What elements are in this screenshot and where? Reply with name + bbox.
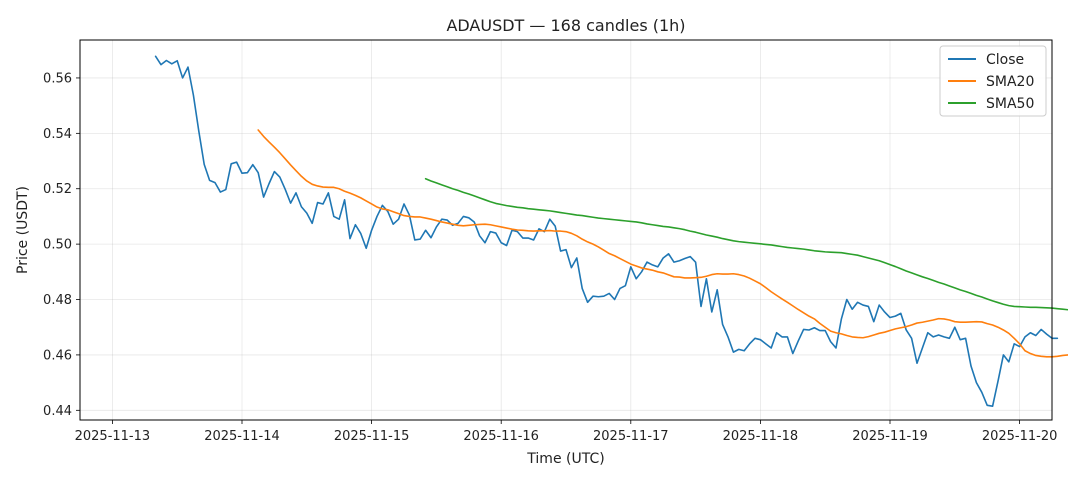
x-tick-label: 2025-11-16 <box>463 429 539 444</box>
legend-box <box>939 45 1047 117</box>
plot-area-frame <box>79 39 1053 421</box>
y-tick-label: 0.48 <box>43 293 72 308</box>
series-line-sma20 <box>257 129 1068 358</box>
y-tick-label: 0.44 <box>43 404 72 419</box>
x-tick-label: 2025-11-13 <box>75 429 151 444</box>
x-tick-label: 2025-11-14 <box>204 429 280 444</box>
y-axis-title: Price (USDT) <box>15 186 31 274</box>
legend-label-close: Close <box>986 52 1024 68</box>
series-line-close <box>154 55 1059 407</box>
y-tick-label: 0.50 <box>43 238 72 253</box>
legend: Close SMA20 SMA50 <box>939 45 1047 117</box>
x-tick-label: 2025-11-19 <box>852 429 928 444</box>
y-tick-label: 0.52 <box>43 182 72 197</box>
legend-label-sma50: SMA50 <box>986 96 1034 112</box>
x-tick-label: 2025-11-18 <box>723 429 799 444</box>
y-tick-label: 0.54 <box>43 127 72 142</box>
x-axis-title: Time (UTC) <box>526 451 604 467</box>
y-axis: 0.44 0.46 0.48 0.50 0.52 0.54 0.56 <box>43 71 80 419</box>
y-tick-label: 0.46 <box>43 348 72 363</box>
x-tick-label: 2025-11-15 <box>334 429 410 444</box>
x-tick-label: 2025-11-17 <box>593 429 669 444</box>
y-tick-label: 0.56 <box>43 71 72 86</box>
series-line-sma50 <box>424 177 1068 311</box>
legend-label-sma20: SMA20 <box>986 74 1034 90</box>
x-tick-label: 2025-11-20 <box>982 429 1058 444</box>
chart-title: ADAUSDT — 168 candles (1h) <box>446 16 685 35</box>
series-layer <box>154 55 1068 407</box>
x-axis: 2025-11-13 2025-11-14 2025-11-15 2025-11-16… <box>75 420 1058 444</box>
